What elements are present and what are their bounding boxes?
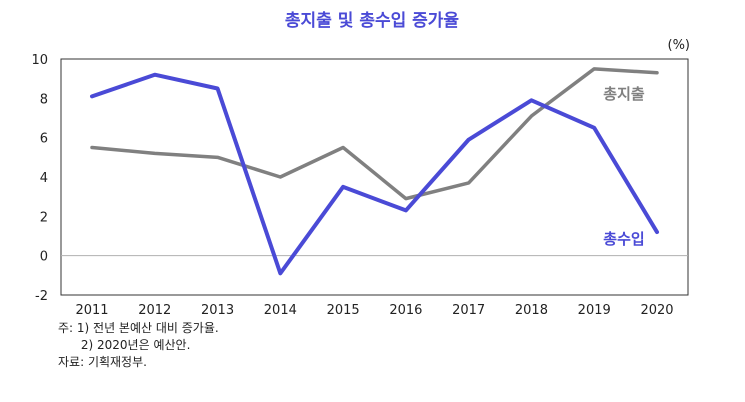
x-tick-label: 2015 bbox=[327, 303, 360, 318]
x-tick-label: 2019 bbox=[578, 303, 611, 318]
x-tick-label: 2014 bbox=[264, 303, 297, 318]
footnotes: 주: 1) 전년 본예산 대비 증가율. 2) 2020년은 예산안. 자료: … bbox=[58, 320, 219, 371]
source-note: 자료: 기획재정부. bbox=[58, 355, 147, 369]
x-tick-label: 2012 bbox=[138, 303, 171, 318]
y-tick-label: 10 bbox=[31, 53, 48, 68]
series-line-2 bbox=[90, 72, 659, 276]
footnote-2: 2) 2020년은 예산안. bbox=[58, 338, 191, 352]
unit-label: (%) bbox=[668, 38, 691, 53]
y-tick-label: 8 bbox=[40, 92, 48, 107]
y-tick-label: -2 bbox=[35, 289, 48, 304]
series-label-2: 총수입 bbox=[603, 230, 644, 248]
x-tick-label: 2013 bbox=[201, 303, 234, 318]
series-label-1: 총지출 bbox=[603, 85, 645, 103]
plot-area bbox=[60, 58, 689, 296]
x-tick-label: 2016 bbox=[389, 303, 422, 318]
x-tick-label: 2018 bbox=[515, 303, 548, 318]
line-chart: 총지출 및 총수입 증가율 (%) 10 8 6 4 2 0 -2 2011 2012 2013… bbox=[31, 11, 691, 318]
chart-title: 총지출 및 총수입 증가율 bbox=[285, 11, 460, 31]
y-tick-label: 4 bbox=[40, 171, 48, 186]
y-tick-label: 6 bbox=[40, 132, 48, 147]
y-tick-label: 2 bbox=[40, 210, 48, 225]
x-tick-label: 2011 bbox=[75, 303, 108, 318]
x-tick-label: 2017 bbox=[452, 303, 485, 318]
footnote-1: 주: 1) 전년 본예산 대비 증가율. bbox=[58, 321, 219, 335]
series-line-1 bbox=[90, 67, 659, 201]
x-tick-label: 2020 bbox=[640, 303, 673, 318]
y-tick-label: 0 bbox=[40, 250, 48, 265]
